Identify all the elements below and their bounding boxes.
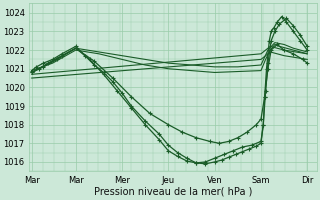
X-axis label: Pression niveau de la mer( hPa ): Pression niveau de la mer( hPa ) xyxy=(94,187,252,197)
